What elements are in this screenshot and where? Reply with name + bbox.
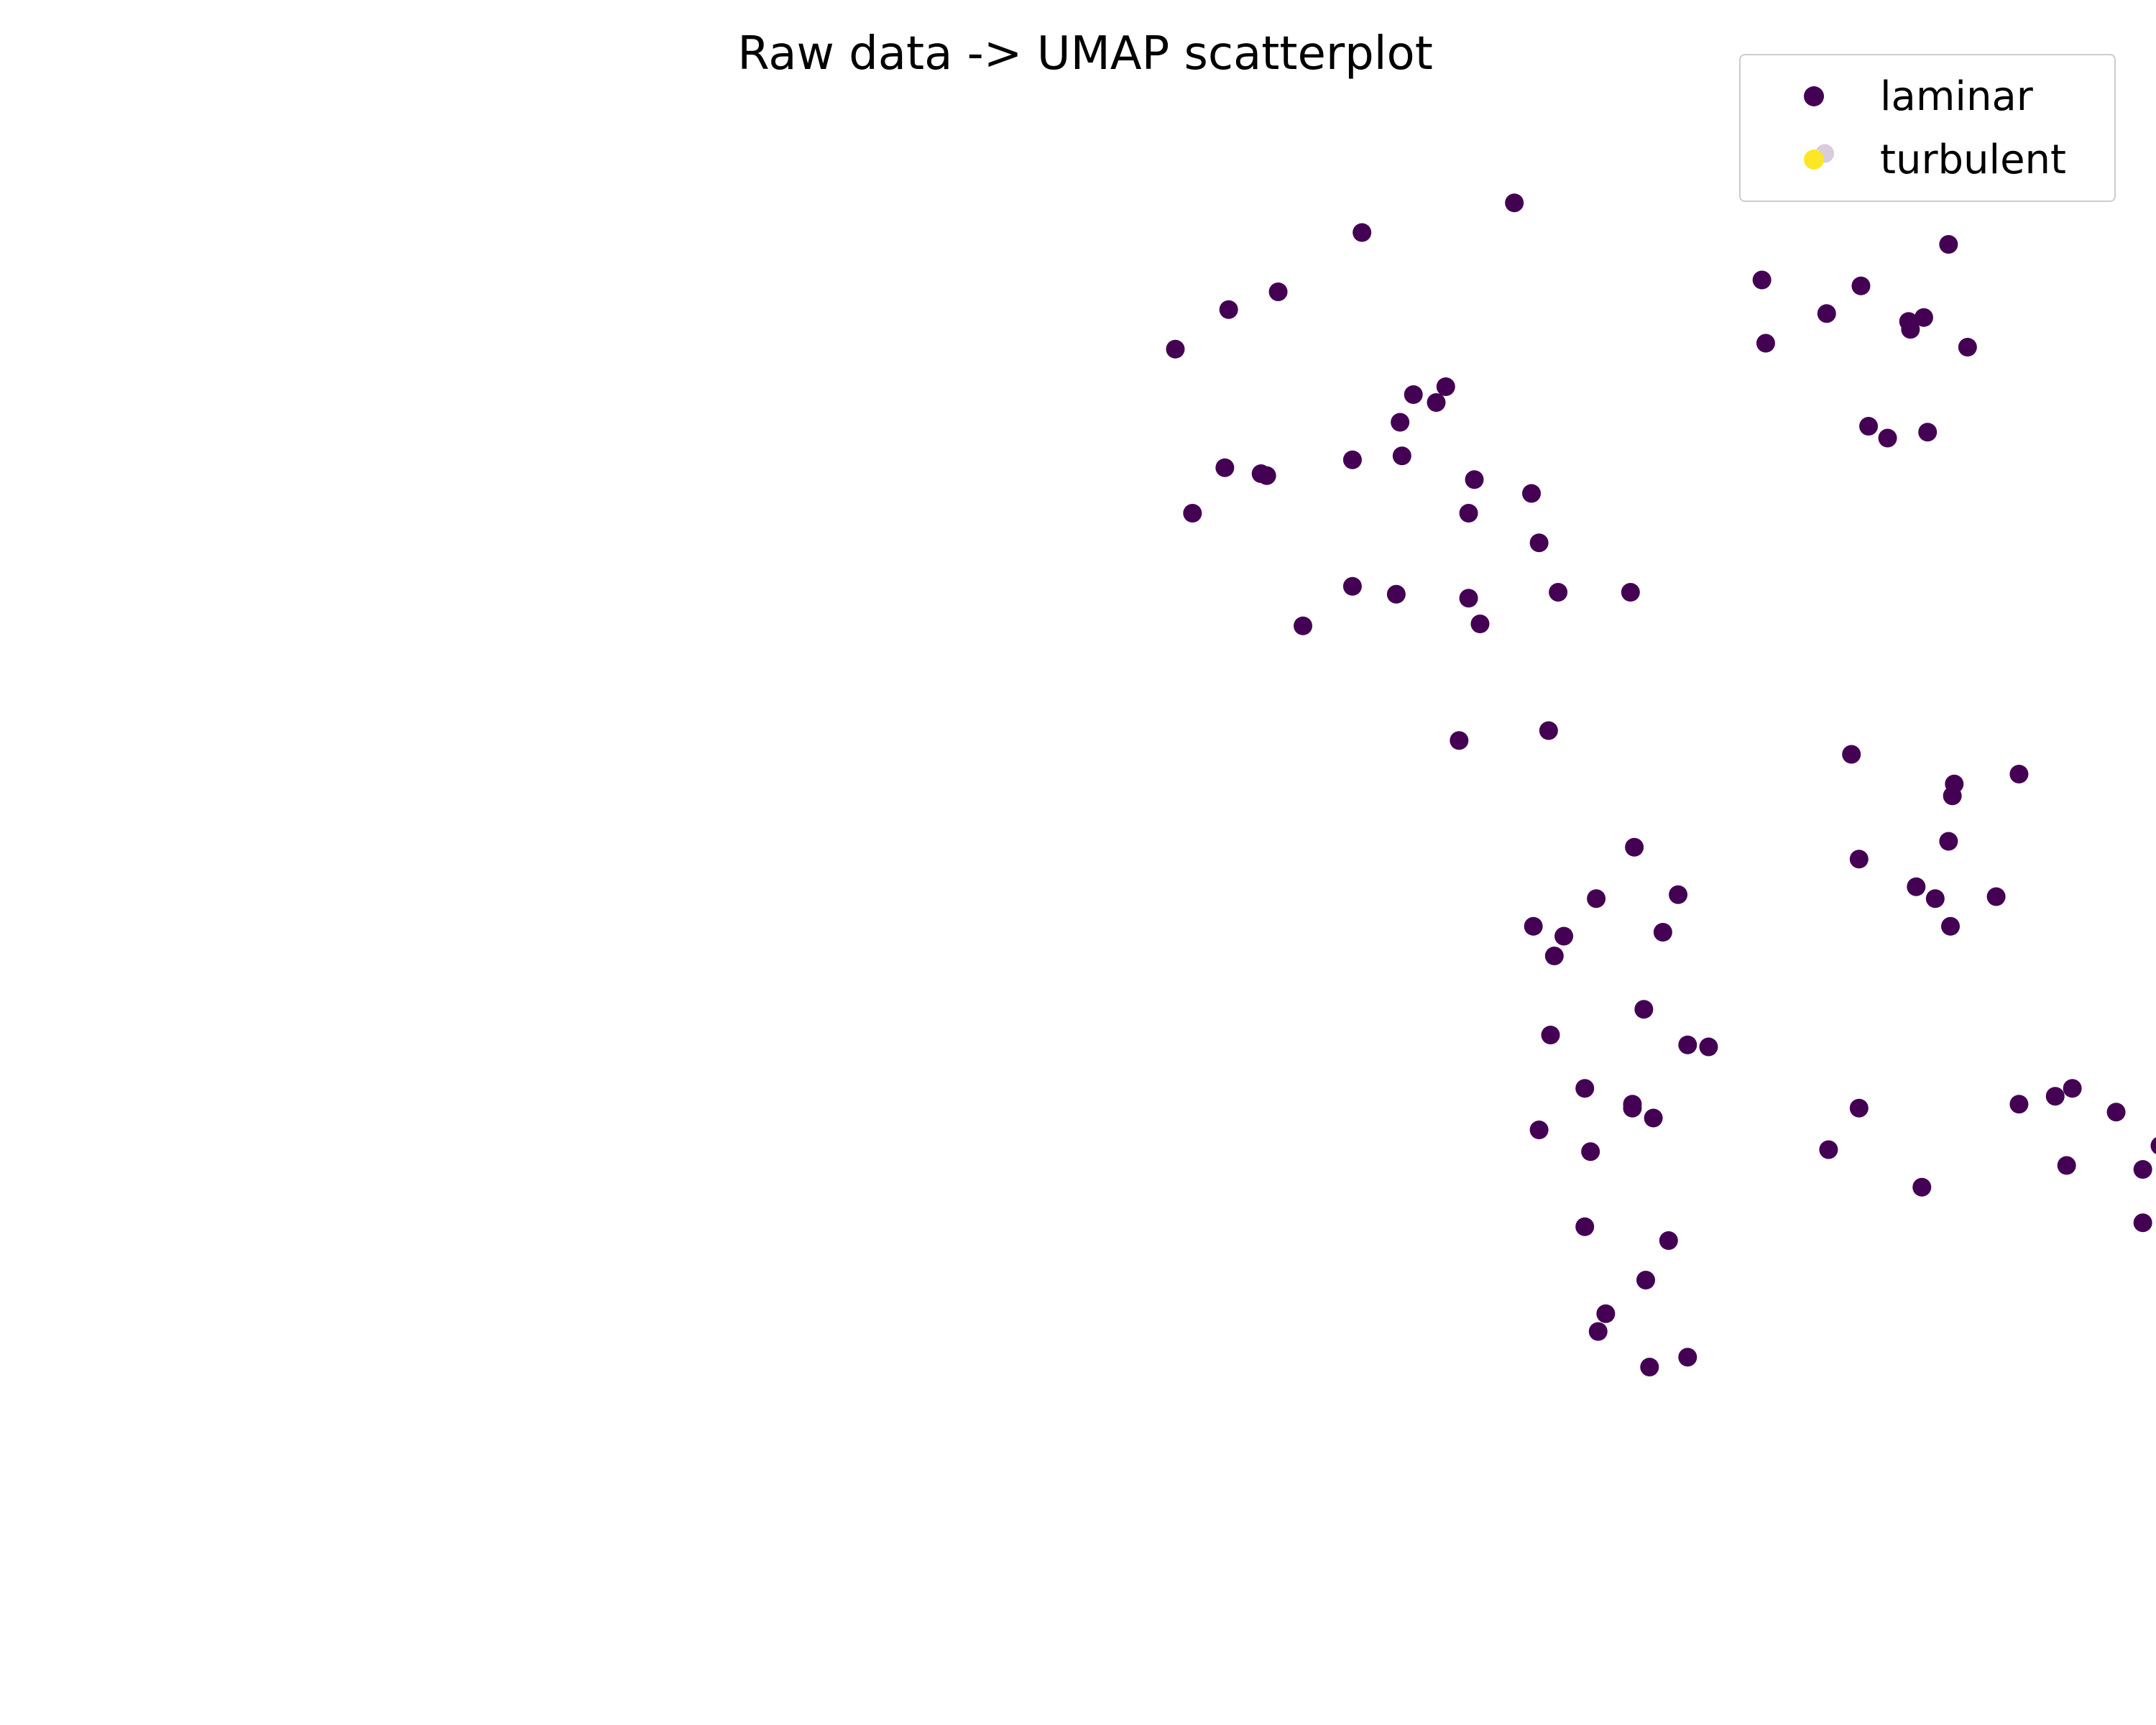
point-laminar-35 bbox=[1342, 576, 1362, 596]
point-laminar-40 bbox=[1450, 731, 1469, 750]
point-laminar-19 bbox=[1392, 446, 1411, 466]
legend-label-laminar: laminar bbox=[1880, 73, 2033, 120]
point-laminar-69 bbox=[1659, 1231, 1678, 1250]
point-laminar-46 bbox=[1634, 1000, 1654, 1019]
point-laminar-50 bbox=[1625, 837, 1644, 857]
point-laminar-44 bbox=[1587, 889, 1606, 908]
point-laminar-8 bbox=[1817, 304, 1836, 323]
point-laminar-72 bbox=[1588, 1322, 1608, 1341]
point-laminar-79 bbox=[2057, 1156, 2076, 1175]
point-laminar-0 bbox=[1353, 223, 1372, 242]
point-laminar-76 bbox=[1849, 1098, 1869, 1118]
point-laminar-57 bbox=[2009, 765, 2029, 783]
point-laminar-20 bbox=[1465, 470, 1484, 489]
point-laminar-16 bbox=[1268, 282, 1288, 301]
point-laminar-33 bbox=[1251, 464, 1271, 483]
point-laminar-25 bbox=[1436, 377, 1455, 396]
legend-entry-laminar: laminar bbox=[1741, 71, 2033, 121]
point-laminar-17 bbox=[1219, 300, 1238, 319]
point-laminar-59 bbox=[1986, 887, 2006, 906]
point-laminar-65 bbox=[1644, 1108, 1663, 1128]
point-laminar-34 bbox=[1183, 504, 1202, 523]
point-laminar-12 bbox=[1918, 423, 1938, 442]
point-laminar-54 bbox=[1925, 889, 1945, 908]
point-laminar-48 bbox=[1699, 1037, 1718, 1057]
point-laminar-14 bbox=[1958, 338, 1977, 356]
chart-title: Raw data -> UMAP scatterplot bbox=[737, 27, 1433, 80]
point-laminar-26 bbox=[1459, 504, 1478, 523]
point-laminar-7 bbox=[1939, 235, 1958, 254]
point-laminar-78 bbox=[2009, 1095, 2029, 1114]
point-laminar-73 bbox=[1678, 1348, 1697, 1367]
point-laminar-70 bbox=[1636, 1271, 1655, 1289]
point-laminar-43 bbox=[1544, 947, 1564, 965]
point-laminar-86 bbox=[2133, 1213, 2152, 1233]
point-laminar-64 bbox=[1623, 1098, 1642, 1118]
point-laminar-84 bbox=[2150, 1137, 2156, 1154]
point-laminar-82 bbox=[2045, 1087, 2065, 1106]
point-laminar-49 bbox=[1842, 745, 1861, 764]
point-laminar-18 bbox=[1404, 385, 1423, 404]
point-laminar-30 bbox=[1391, 413, 1410, 432]
point-laminar-23 bbox=[1621, 583, 1640, 602]
point-laminar-38 bbox=[1386, 584, 1406, 604]
point-laminar-1 bbox=[1505, 193, 1524, 213]
point-laminar-81 bbox=[2063, 1079, 2082, 1098]
point-laminar-10 bbox=[1859, 417, 1879, 436]
point-laminar-42 bbox=[1554, 926, 1574, 946]
point-laminar-15 bbox=[1166, 339, 1185, 359]
point-laminar-51 bbox=[1669, 885, 1688, 904]
point-laminar-66 bbox=[1529, 1121, 1549, 1139]
legend-marker-turbulent bbox=[1804, 150, 1824, 170]
point-laminar-75 bbox=[1819, 1140, 1838, 1159]
point-laminar-22 bbox=[1549, 583, 1568, 602]
point-laminar-68 bbox=[1575, 1217, 1595, 1236]
point-laminar-36 bbox=[1294, 616, 1312, 635]
legend: laminar turbulent bbox=[1739, 54, 2116, 202]
legend-label-turbulent: turbulent bbox=[1880, 136, 2066, 183]
point-laminar-31 bbox=[1342, 450, 1362, 469]
point-laminar-9 bbox=[1901, 320, 1920, 339]
point-laminar-58 bbox=[1945, 774, 1964, 794]
point-laminar-13 bbox=[1878, 428, 1897, 448]
point-laminar-32 bbox=[1215, 458, 1235, 477]
point-laminar-27 bbox=[1529, 533, 1549, 553]
point-laminar-24 bbox=[1427, 393, 1446, 412]
point-laminar-47 bbox=[1678, 1035, 1697, 1054]
point-laminar-71 bbox=[1596, 1304, 1616, 1323]
point-laminar-37 bbox=[1459, 589, 1478, 608]
point-laminar-21 bbox=[1522, 484, 1541, 503]
point-laminar-45 bbox=[1653, 923, 1672, 942]
point-laminar-53 bbox=[1907, 877, 1926, 896]
point-laminar-61 bbox=[1541, 1026, 1560, 1044]
point-laminar-62 bbox=[1575, 1079, 1595, 1098]
point-laminar-6 bbox=[1752, 270, 1772, 290]
point-laminar-11 bbox=[1914, 308, 1933, 327]
point-laminar-55 bbox=[1939, 832, 1958, 851]
point-laminar-28 bbox=[1470, 615, 1490, 633]
point-laminar-77 bbox=[1912, 1177, 1932, 1197]
legend-marker-laminar bbox=[1804, 86, 1824, 106]
scatter-points bbox=[1166, 144, 2156, 1376]
point-laminar-52 bbox=[1849, 850, 1869, 869]
point-laminar-3 bbox=[1851, 276, 1871, 295]
point-laminar-39 bbox=[1539, 721, 1558, 740]
point-laminar-5 bbox=[1756, 334, 1775, 353]
point-laminar-74 bbox=[1640, 1358, 1659, 1376]
point-laminar-83 bbox=[2133, 1160, 2152, 1179]
point-laminar-67 bbox=[1581, 1142, 1600, 1162]
point-laminar-80 bbox=[2106, 1103, 2126, 1122]
legend-entry-turbulent: turbulent bbox=[1741, 134, 2066, 185]
point-laminar-41 bbox=[1524, 916, 1543, 936]
point-laminar-60 bbox=[1941, 916, 1960, 936]
